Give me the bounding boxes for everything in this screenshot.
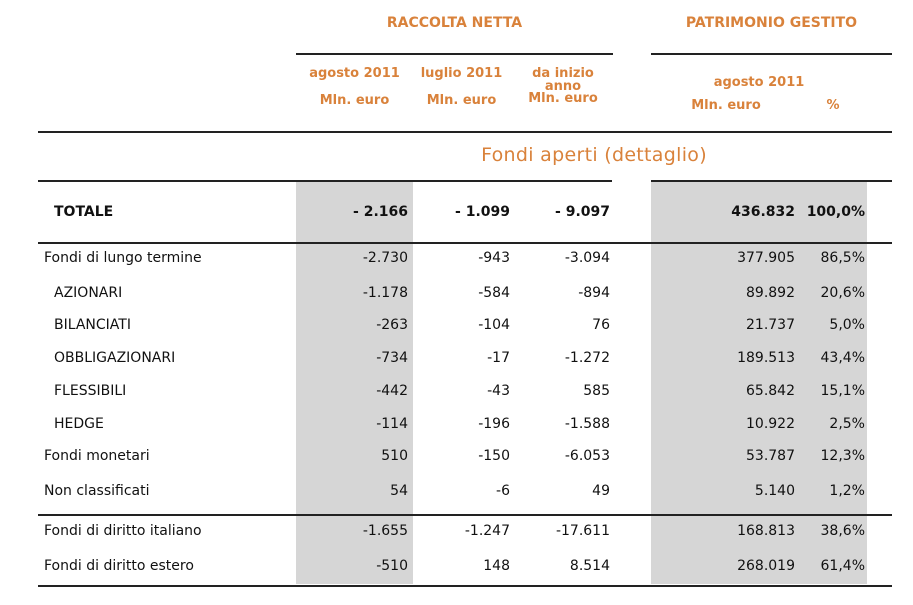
row-value-patrimonio: 53.787 xyxy=(746,448,795,464)
row-value-da-inizio: -3.094 xyxy=(564,250,610,266)
rule-above-totale-right xyxy=(651,180,892,182)
col-header-percent: % xyxy=(826,98,840,113)
row-value-agosto: -114 xyxy=(376,416,408,432)
shade-col-patrimonio xyxy=(651,181,867,584)
row-value-patrimonio: 21.737 xyxy=(746,317,795,333)
row-value-percent: 1,2% xyxy=(829,483,865,499)
row-label: Fondi di lungo termine xyxy=(44,250,202,266)
row-value-percent: 15,1% xyxy=(820,383,865,399)
row-label: OBBLIGAZIONARI xyxy=(54,350,176,366)
rule-under-headers xyxy=(38,131,892,133)
row-value-percent: 43,4% xyxy=(820,350,865,366)
col-header-luglio-2011: luglio 2011 Mln. euro xyxy=(413,66,510,108)
totale-label: TOTALE xyxy=(54,204,114,220)
row-value-luglio: -104 xyxy=(478,317,510,333)
totale-da-inizio: - 9.097 xyxy=(555,204,610,220)
row-value-luglio: 148 xyxy=(483,558,510,574)
row-value-agosto: -1.655 xyxy=(362,523,408,539)
row-value-da-inizio: -17.611 xyxy=(555,523,610,539)
row-value-luglio: -17 xyxy=(487,350,510,366)
row-value-agosto: -263 xyxy=(376,317,408,333)
row-value-luglio: -150 xyxy=(478,448,510,464)
shade-col-agosto xyxy=(296,181,413,584)
row-label: Fondi monetari xyxy=(44,448,150,464)
row-value-percent: 2,5% xyxy=(829,416,865,432)
row-value-agosto: 510 xyxy=(381,448,408,464)
row-value-patrimonio: 268.019 xyxy=(737,558,795,574)
row-value-agosto: -2.730 xyxy=(362,250,408,266)
row-value-luglio: -196 xyxy=(478,416,510,432)
header-raccolta-netta: RACCOLTA NETTA xyxy=(386,15,523,31)
row-value-da-inizio: 8.514 xyxy=(569,558,610,574)
row-label: BILANCIATI xyxy=(54,317,131,333)
header-rule-patrimonio xyxy=(651,53,892,55)
col-header-period-line1: da inizio xyxy=(532,66,594,81)
row-value-patrimonio: 377.905 xyxy=(737,250,795,266)
row-value-percent: 61,4% xyxy=(820,558,865,574)
row-value-patrimonio: 168.813 xyxy=(737,523,795,539)
totale-agosto: - 2.166 xyxy=(353,204,408,220)
row-value-da-inizio: 76 xyxy=(592,317,610,333)
row-label: Fondi di diritto italiano xyxy=(44,523,202,539)
totale-patrimonio: 436.832 xyxy=(731,204,795,220)
row-value-percent: 20,6% xyxy=(820,285,865,301)
totale-luglio: - 1.099 xyxy=(455,204,510,220)
row-value-luglio: -43 xyxy=(487,383,510,399)
rule-below-totale xyxy=(38,242,892,244)
row-value-agosto: -442 xyxy=(376,383,408,399)
row-label: Non classificati xyxy=(44,483,150,499)
col-header-period-line2: anno xyxy=(544,79,582,94)
col-header-unit: Mln. euro xyxy=(528,91,598,106)
row-value-patrimonio: 89.892 xyxy=(746,285,795,301)
rule-above-diritto xyxy=(38,514,892,516)
row-label: AZIONARI xyxy=(54,285,123,301)
row-value-patrimonio: 10.922 xyxy=(746,416,795,432)
row-value-luglio: -6 xyxy=(496,483,510,499)
section-title: Fondi aperti (dettaglio) xyxy=(481,144,707,166)
header-rule-raccolta xyxy=(296,53,613,55)
row-value-da-inizio: 585 xyxy=(583,383,610,399)
col-header-period: luglio 2011 xyxy=(420,66,503,81)
row-value-da-inizio: -1.272 xyxy=(564,350,610,366)
row-value-percent: 38,6% xyxy=(820,523,865,539)
row-label: Fondi di diritto estero xyxy=(44,558,194,574)
col-header-patrimonio-unit: Mln. euro xyxy=(691,98,761,113)
col-header-unit: Mln. euro xyxy=(426,93,497,108)
row-value-patrimonio: 65.842 xyxy=(746,383,795,399)
rule-above-totale xyxy=(38,180,612,182)
row-value-da-inizio: -1.588 xyxy=(564,416,610,432)
row-label: FLESSIBILI xyxy=(54,383,127,399)
row-value-agosto: -734 xyxy=(376,350,408,366)
row-value-percent: 5,0% xyxy=(829,317,865,333)
row-value-agosto: -1.178 xyxy=(362,285,408,301)
col-header-unit: Mln. euro xyxy=(319,93,390,108)
row-value-da-inizio: -6.053 xyxy=(564,448,610,464)
col-header-patrimonio-agosto-2011: agosto 2011 xyxy=(713,75,805,90)
row-value-luglio: -584 xyxy=(478,285,510,301)
row-value-agosto: -510 xyxy=(376,558,408,574)
header-patrimonio-gestito: PATRIMONIO GESTITO xyxy=(685,15,858,31)
row-value-luglio: -1.247 xyxy=(464,523,510,539)
row-value-percent: 12,3% xyxy=(820,448,865,464)
row-value-agosto: 54 xyxy=(390,483,408,499)
row-value-patrimonio: 189.513 xyxy=(737,350,795,366)
col-header-da-inizio-anno: da inizio anno Mln. euro xyxy=(513,66,613,106)
row-value-percent: 86,5% xyxy=(820,250,865,266)
row-value-patrimonio: 5.140 xyxy=(754,483,795,499)
row-value-da-inizio: -894 xyxy=(578,285,610,301)
totale-percent: 100,0% xyxy=(806,204,865,220)
col-header-period: agosto 2011 xyxy=(309,66,400,81)
row-value-luglio: -943 xyxy=(478,250,510,266)
col-header-agosto-2011: agosto 2011 Mln. euro xyxy=(296,66,413,108)
row-value-da-inizio: 49 xyxy=(592,483,610,499)
rule-bottom xyxy=(38,585,892,587)
row-label: HEDGE xyxy=(54,416,104,432)
